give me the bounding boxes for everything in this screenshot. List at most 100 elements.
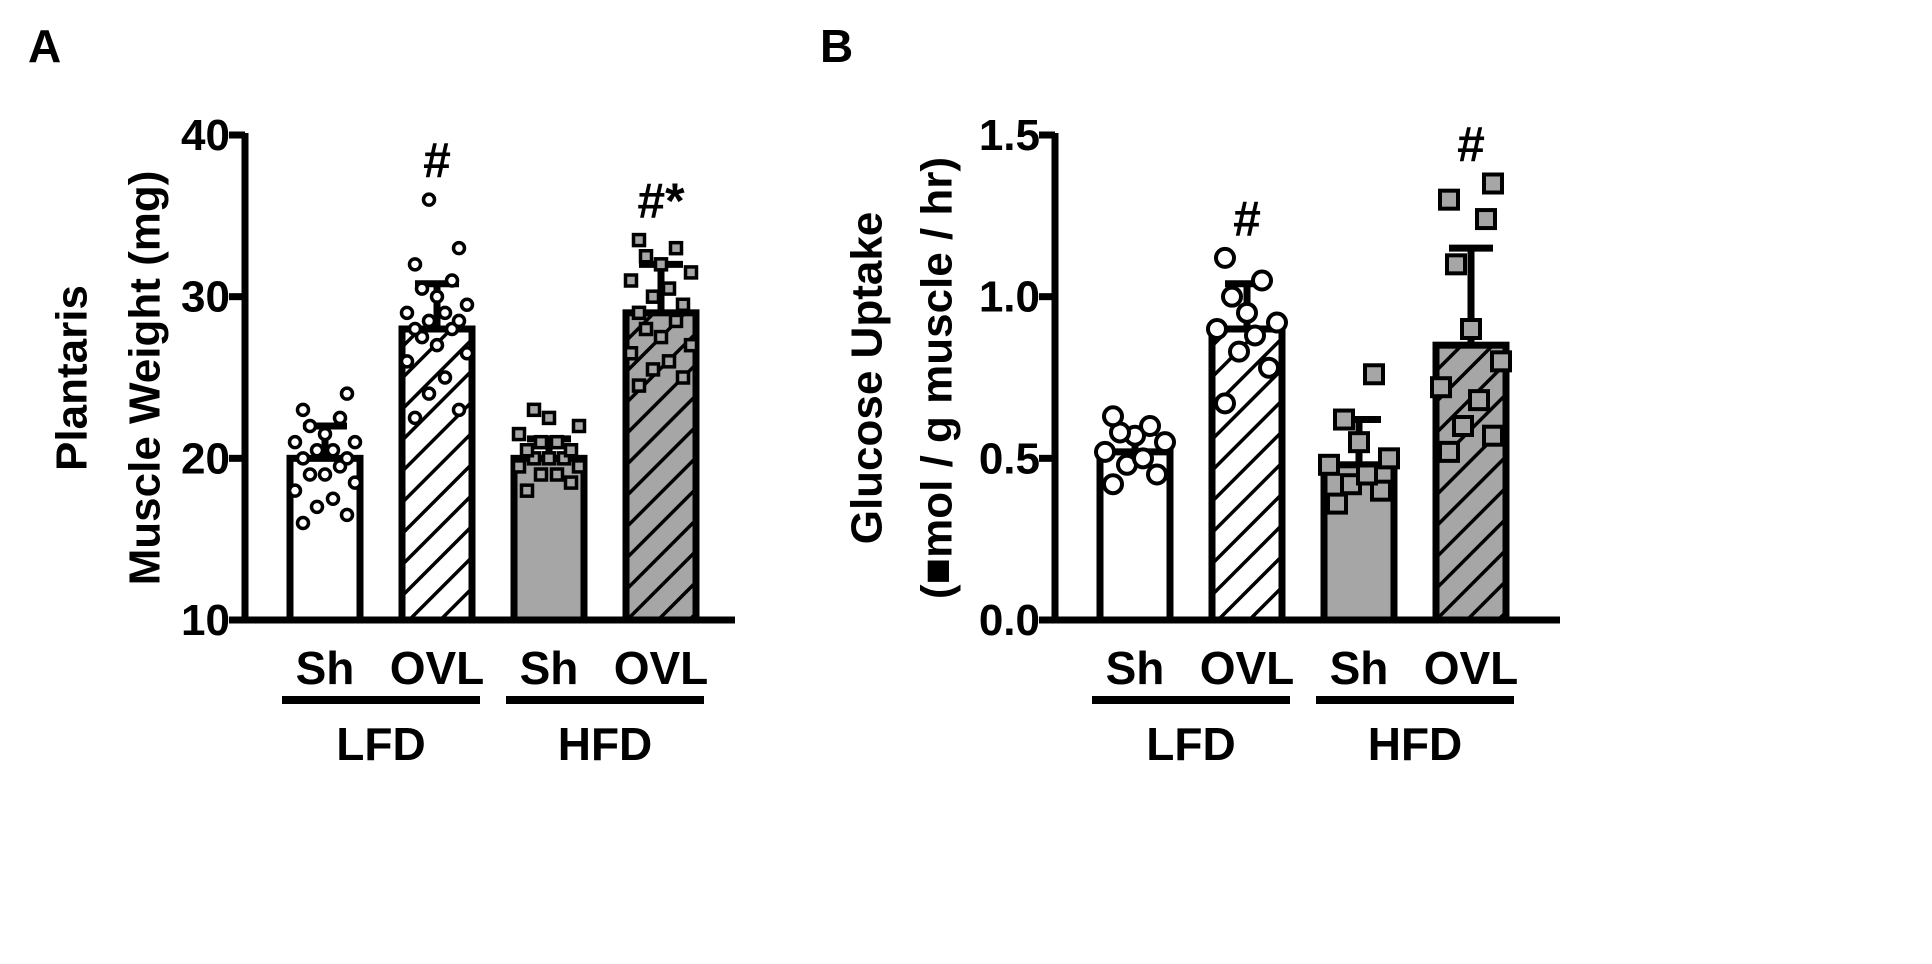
data-point — [414, 281, 430, 296]
x-tick-label: Sh — [520, 642, 579, 694]
bar-hfd-ovl: # — [1430, 117, 1512, 624]
data-point — [668, 313, 684, 329]
data-point — [1482, 172, 1504, 195]
data-point — [339, 451, 355, 466]
data-point — [1482, 424, 1504, 447]
bar-lfd-sh — [1094, 405, 1176, 624]
data-point — [675, 297, 691, 312]
x-tick-label: Sh — [1330, 642, 1389, 694]
data-point — [653, 257, 669, 272]
data-point — [631, 305, 647, 321]
data-point — [451, 240, 467, 256]
data-point — [1214, 246, 1236, 269]
data-point — [668, 240, 684, 256]
data-point — [623, 346, 639, 361]
data-point — [437, 305, 453, 321]
data-point — [571, 459, 587, 474]
bar-hfd-sh — [1318, 363, 1400, 624]
data-point — [287, 434, 303, 450]
data-point — [1445, 253, 1467, 276]
bar-hatch — [626, 312, 696, 620]
data-point — [1251, 269, 1273, 292]
data-point — [1244, 324, 1266, 347]
data-point — [675, 370, 691, 385]
data-point — [1356, 463, 1378, 486]
y-axis-label: Muscle Weight (mg) — [121, 171, 170, 586]
data-point — [549, 467, 565, 482]
data-point — [317, 426, 333, 442]
data-point — [459, 346, 475, 361]
data-point — [533, 434, 549, 450]
data-point — [1102, 405, 1124, 428]
data-point — [444, 273, 460, 288]
y-tick-label: 1.0 — [979, 273, 1040, 322]
data-point — [683, 337, 699, 353]
data-point — [295, 515, 311, 531]
x-tick-label: OVL — [390, 642, 485, 694]
panel-b-glucose-uptake: B Glucose Uptake (■mol / g muscle / hr) 0.0… — [820, 20, 1560, 770]
data-point — [437, 370, 453, 385]
data-point — [1452, 415, 1474, 437]
data-point — [631, 378, 647, 393]
data-point — [407, 410, 423, 426]
bar-lfd-ovl: # — [1206, 191, 1288, 624]
data-point — [1333, 408, 1355, 431]
data-point — [1258, 356, 1280, 379]
data-point — [325, 443, 341, 458]
data-point — [302, 418, 318, 434]
data-point — [533, 467, 549, 482]
significance-marker: # — [423, 133, 451, 189]
significance-marker: # — [1233, 191, 1261, 247]
y-tick-label: 40 — [181, 111, 230, 160]
data-point — [1228, 340, 1250, 363]
data-point — [451, 313, 467, 329]
group-label: LFD — [336, 718, 425, 770]
y-tick-label: 30 — [181, 273, 230, 322]
bar-lfd-ovl: # — [398, 133, 476, 624]
y-tick-label: 20 — [181, 434, 230, 483]
data-point — [295, 451, 311, 466]
data-point — [347, 475, 363, 490]
data-point — [563, 443, 579, 458]
data-point — [511, 459, 527, 474]
data-point — [645, 362, 661, 377]
data-point — [1206, 318, 1228, 340]
data-point — [339, 386, 355, 401]
data-point — [1139, 415, 1161, 437]
data-point — [399, 354, 415, 369]
data-point — [309, 443, 325, 458]
data-point — [631, 232, 647, 248]
data-point — [1490, 350, 1512, 373]
data-point — [421, 386, 437, 401]
data-point — [683, 265, 699, 280]
data-point — [623, 273, 639, 288]
data-point — [1460, 318, 1482, 340]
data-point — [1438, 188, 1460, 211]
data-point — [1221, 285, 1243, 308]
data-point — [399, 305, 415, 321]
panel-a-plantaris-weight: A Plantaris Muscle Weight (mg)10 20 30 40 Sh # O… — [28, 20, 735, 770]
data-point — [526, 402, 542, 418]
data-point — [1094, 440, 1116, 463]
data-point — [638, 321, 654, 337]
data-point — [302, 467, 318, 482]
data-point — [407, 321, 423, 337]
data-point — [511, 426, 527, 442]
data-point — [1318, 453, 1340, 476]
bar-lfd-sh — [286, 386, 364, 624]
y-axis-label: Glucose Uptake — [843, 212, 892, 545]
data-point — [571, 418, 587, 434]
significance-marker: #* — [637, 173, 685, 229]
data-point — [295, 402, 311, 418]
y-tick-label: 1.5 — [979, 111, 1040, 160]
significance-marker: # — [1457, 117, 1485, 173]
bar-hfd-ovl: #* — [622, 173, 700, 624]
x-tick-label: Sh — [1106, 642, 1165, 694]
data-point — [1370, 479, 1392, 502]
y-tick-label: 10 — [181, 596, 230, 645]
data-point — [421, 192, 437, 207]
data-point — [1475, 208, 1497, 231]
data-point — [407, 257, 423, 272]
panel-letter: B — [820, 20, 853, 72]
group-label: LFD — [1146, 718, 1235, 770]
